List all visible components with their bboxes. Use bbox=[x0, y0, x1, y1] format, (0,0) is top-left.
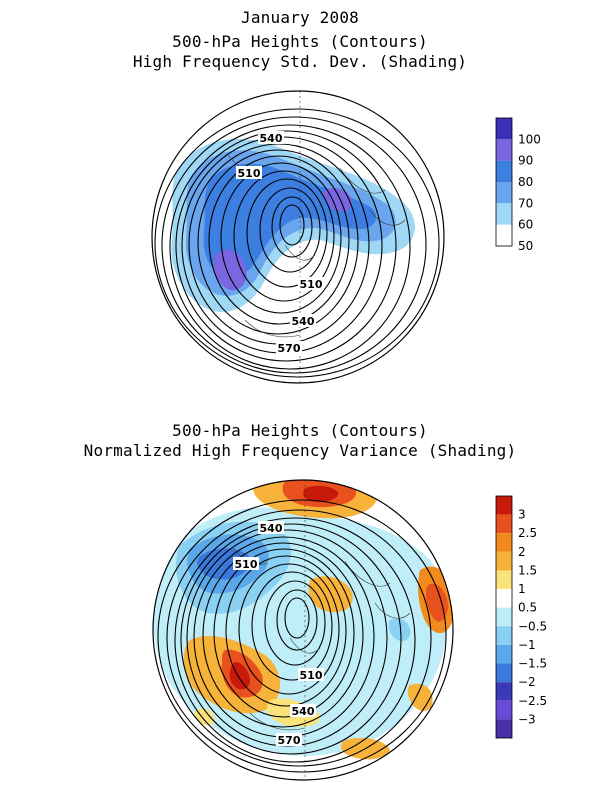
contour-label: 510 bbox=[238, 167, 261, 180]
colorbar-label: 0.5 bbox=[518, 601, 537, 615]
colorbar-swatch bbox=[496, 118, 512, 140]
bottom-contour-labels: 540 510 510 540 570 bbox=[233, 521, 324, 747]
colorbar-frame bbox=[495, 495, 513, 739]
bottom-colorbar: 3 2.5 2 1.5 1 0.5 −0.5 −1 −1.5 −2 −2.5 −3 bbox=[495, 495, 547, 739]
colorbar-swatch bbox=[496, 533, 512, 552]
colorbar-label: −1.5 bbox=[518, 657, 547, 671]
panel2-title-line1: 500-hPa Heights (Contours) bbox=[172, 421, 428, 440]
colorbar-swatch bbox=[496, 160, 512, 182]
colorbar-swatch bbox=[496, 551, 512, 571]
colorbar-label: 90 bbox=[518, 154, 533, 168]
colorbar-swatch bbox=[496, 496, 512, 515]
colorbar-label: −2.5 bbox=[518, 694, 547, 708]
colorbar-label: 70 bbox=[518, 196, 533, 210]
colorbar-label: −0.5 bbox=[518, 619, 547, 633]
colorbar-swatch bbox=[496, 626, 512, 645]
colorbar-label: 60 bbox=[518, 218, 533, 232]
colorbar-swatch bbox=[496, 203, 512, 225]
colorbar-swatch bbox=[496, 607, 512, 627]
colorbar-swatch bbox=[496, 570, 512, 590]
top-polar-map bbox=[151, 90, 445, 384]
contour-label: 540 bbox=[260, 132, 283, 145]
figure-title-line3: High Frequency Std. Dev. (Shading) bbox=[132, 52, 468, 71]
panel2-title-line2: Normalized High Frequency Variance (Shad… bbox=[83, 441, 517, 460]
contour-label: 570 bbox=[278, 342, 301, 355]
colorbar-swatch bbox=[496, 224, 512, 246]
colorbar-label: 2.5 bbox=[518, 526, 537, 540]
colorbar-label: 2 bbox=[518, 545, 526, 559]
colorbar-swatch bbox=[496, 700, 512, 720]
colorbar-label: 50 bbox=[518, 239, 533, 253]
colorbar-swatch bbox=[496, 514, 512, 534]
colorbar-label: −1 bbox=[518, 638, 536, 652]
colorbar-label: 100 bbox=[518, 132, 541, 146]
colorbar-label: −2 bbox=[518, 675, 536, 689]
colorbar-swatch bbox=[496, 663, 512, 683]
contour-label: 510 bbox=[300, 278, 323, 291]
figure-title-line1: January 2008 bbox=[241, 8, 359, 27]
colorbar-label: 1.5 bbox=[518, 563, 537, 577]
colorbar-label: 3 bbox=[518, 508, 526, 522]
top-contour-labels: 540 510 510 540 570 bbox=[236, 131, 324, 355]
contour-label: 510 bbox=[300, 669, 323, 682]
bottom-contours bbox=[157, 499, 447, 773]
contour-label: 570 bbox=[278, 734, 301, 747]
colorbar-label: 80 bbox=[518, 175, 533, 189]
colorbar-swatch bbox=[496, 682, 512, 701]
contour-label: 540 bbox=[260, 522, 283, 535]
contour-label: 540 bbox=[292, 315, 315, 328]
colorbar-label: −3 bbox=[518, 712, 536, 726]
contour-label: 540 bbox=[292, 705, 315, 718]
colorbar-swatch bbox=[496, 644, 512, 664]
colorbar-label: 1 bbox=[518, 582, 526, 596]
colorbar-swatch bbox=[496, 719, 512, 738]
colorbar-swatch bbox=[496, 139, 512, 161]
top-colorbar: 100 90 80 70 60 50 bbox=[495, 117, 541, 253]
colorbar-swatch bbox=[496, 182, 512, 204]
contour-label: 510 bbox=[235, 558, 258, 571]
colorbar-frame bbox=[495, 117, 513, 247]
bottom-polar-map bbox=[152, 479, 454, 781]
figure-title-line2: 500-hPa Heights (Contours) bbox=[172, 32, 428, 51]
colorbar-swatch bbox=[496, 589, 512, 608]
